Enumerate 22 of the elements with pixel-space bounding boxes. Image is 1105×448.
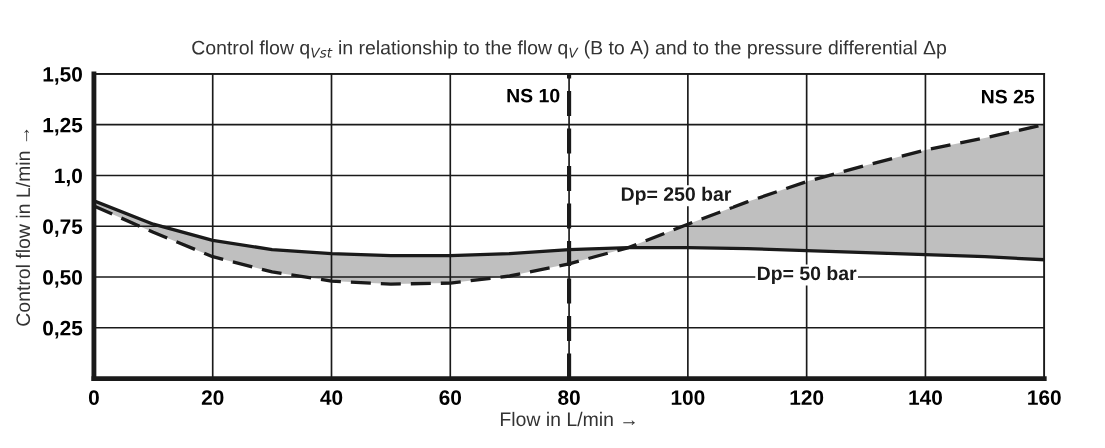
annotation: NS 25 [981,89,1035,104]
x-tick-label: 80 [558,390,580,405]
x-axis-title: Flow in L/min → [500,411,635,427]
y-tick-label: 0,75 [43,219,83,238]
x-tick-label: 160 [1028,390,1061,405]
x-tick-label: 0 [88,390,99,405]
y-tick-label: 1,0 [55,168,82,187]
y-tick-label: 0,25 [43,320,83,339]
chart-title: Control flow q$_{Vst}$ in relationship to the flow q$_{V}$ (B to A) and to the pressure differential Δp [192,40,947,59]
x-tick-label: 20 [201,390,224,405]
x-tick-label: 140 [909,390,942,405]
x-tick-label: 60 [439,390,462,405]
ref-line-label: NS 10 [507,88,560,103]
x-tick-label: 40 [320,390,343,405]
y-axis-title: Control flow in L/min → [15,129,31,326]
y-tick-label: 1,50 [43,66,82,85]
x-tick-label: 120 [790,390,824,405]
y-tick-label: 0,50 [43,270,82,288]
series-label: Dp= 250 bar [621,186,732,205]
x-tick-label: 100 [671,390,705,405]
series-label: Dp= 50 bar [757,265,857,285]
y-tick-label: 1,25 [43,117,83,136]
